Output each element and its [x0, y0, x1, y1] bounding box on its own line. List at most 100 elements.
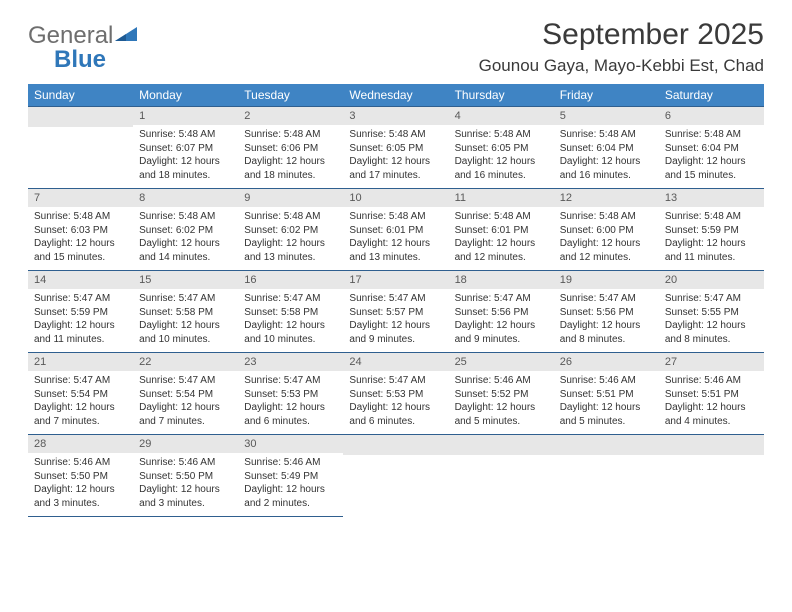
- day-body: Sunrise: 5:47 AMSunset: 5:57 PMDaylight:…: [343, 289, 448, 352]
- sunset-text: Sunset: 5:53 PM: [349, 388, 442, 402]
- day-body: Sunrise: 5:48 AMSunset: 6:05 PMDaylight:…: [343, 125, 448, 188]
- calendar-week: 14Sunrise: 5:47 AMSunset: 5:59 PMDayligh…: [28, 270, 764, 352]
- day-body: Sunrise: 5:48 AMSunset: 5:59 PMDaylight:…: [659, 207, 764, 270]
- day-number: 18: [449, 270, 554, 289]
- sunrise-text: Sunrise: 5:48 AM: [244, 210, 337, 224]
- daylight-text: Daylight: 12 hours and 8 minutes.: [665, 319, 758, 346]
- daylight-text: Daylight: 12 hours and 4 minutes.: [665, 401, 758, 428]
- day-body: Sunrise: 5:47 AMSunset: 5:58 PMDaylight:…: [238, 289, 343, 352]
- sunrise-text: Sunrise: 5:48 AM: [560, 210, 653, 224]
- sunrise-text: Sunrise: 5:47 AM: [244, 374, 337, 388]
- brand-logo: General Blue: [28, 18, 137, 72]
- calendar-cell: 14Sunrise: 5:47 AMSunset: 5:59 PMDayligh…: [28, 270, 133, 352]
- daylight-text: Daylight: 12 hours and 12 minutes.: [560, 237, 653, 264]
- calendar-cell: 21Sunrise: 5:47 AMSunset: 5:54 PMDayligh…: [28, 352, 133, 434]
- sunrise-text: Sunrise: 5:48 AM: [349, 128, 442, 142]
- day-number: 28: [28, 434, 133, 453]
- sunset-text: Sunset: 6:00 PM: [560, 224, 653, 238]
- day-body: Sunrise: 5:48 AMSunset: 6:03 PMDaylight:…: [28, 207, 133, 270]
- calendar-cell: [659, 434, 764, 517]
- day-number: 26: [554, 352, 659, 371]
- day-body: Sunrise: 5:46 AMSunset: 5:51 PMDaylight:…: [659, 371, 764, 434]
- daylight-text: Daylight: 12 hours and 13 minutes.: [349, 237, 442, 264]
- sunrise-text: Sunrise: 5:47 AM: [34, 292, 127, 306]
- calendar-cell: 11Sunrise: 5:48 AMSunset: 6:01 PMDayligh…: [449, 188, 554, 270]
- sunrise-text: Sunrise: 5:47 AM: [349, 292, 442, 306]
- header: General Blue September 2025 Gounou Gaya,…: [28, 18, 764, 84]
- day-number: 16: [238, 270, 343, 289]
- day-number: 24: [343, 352, 448, 371]
- sunset-text: Sunset: 5:49 PM: [244, 470, 337, 484]
- calendar-cell: 30Sunrise: 5:46 AMSunset: 5:49 PMDayligh…: [238, 434, 343, 517]
- daylight-text: Daylight: 12 hours and 10 minutes.: [139, 319, 232, 346]
- day-number: [449, 434, 554, 455]
- sunrise-text: Sunrise: 5:48 AM: [139, 210, 232, 224]
- daylight-text: Daylight: 12 hours and 6 minutes.: [244, 401, 337, 428]
- calendar-cell: 15Sunrise: 5:47 AMSunset: 5:58 PMDayligh…: [133, 270, 238, 352]
- calendar-cell: 5Sunrise: 5:48 AMSunset: 6:04 PMDaylight…: [554, 106, 659, 188]
- brand-word1: General: [28, 22, 113, 49]
- day-number: 9: [238, 188, 343, 207]
- calendar-cell: 29Sunrise: 5:46 AMSunset: 5:50 PMDayligh…: [133, 434, 238, 517]
- day-body: Sunrise: 5:46 AMSunset: 5:50 PMDaylight:…: [133, 453, 238, 517]
- sunset-text: Sunset: 5:57 PM: [349, 306, 442, 320]
- daylight-text: Daylight: 12 hours and 18 minutes.: [244, 155, 337, 182]
- location-subtitle: Gounou Gaya, Mayo-Kebbi Est, Chad: [479, 56, 764, 76]
- day-body: [449, 455, 554, 516]
- brand-mark-icon: [115, 27, 137, 43]
- calendar-cell: 10Sunrise: 5:48 AMSunset: 6:01 PMDayligh…: [343, 188, 448, 270]
- calendar-cell: 9Sunrise: 5:48 AMSunset: 6:02 PMDaylight…: [238, 188, 343, 270]
- daylight-text: Daylight: 12 hours and 18 minutes.: [139, 155, 232, 182]
- calendar-cell: 22Sunrise: 5:47 AMSunset: 5:54 PMDayligh…: [133, 352, 238, 434]
- sunset-text: Sunset: 5:56 PM: [455, 306, 548, 320]
- day-body: Sunrise: 5:48 AMSunset: 6:05 PMDaylight:…: [449, 125, 554, 188]
- weekday-head: Monday: [133, 84, 238, 106]
- calendar-cell: 19Sunrise: 5:47 AMSunset: 5:56 PMDayligh…: [554, 270, 659, 352]
- sunrise-text: Sunrise: 5:47 AM: [349, 374, 442, 388]
- sunrise-text: Sunrise: 5:46 AM: [34, 456, 127, 470]
- day-number: 11: [449, 188, 554, 207]
- day-number: 27: [659, 352, 764, 371]
- calendar-cell: 27Sunrise: 5:46 AMSunset: 5:51 PMDayligh…: [659, 352, 764, 434]
- day-number: 21: [28, 352, 133, 371]
- day-body: Sunrise: 5:47 AMSunset: 5:54 PMDaylight:…: [28, 371, 133, 434]
- sunrise-text: Sunrise: 5:47 AM: [455, 292, 548, 306]
- sunset-text: Sunset: 5:56 PM: [560, 306, 653, 320]
- sunset-text: Sunset: 5:54 PM: [34, 388, 127, 402]
- day-body: Sunrise: 5:48 AMSunset: 6:04 PMDaylight:…: [554, 125, 659, 188]
- calendar-cell: 7Sunrise: 5:48 AMSunset: 6:03 PMDaylight…: [28, 188, 133, 270]
- sunset-text: Sunset: 5:51 PM: [665, 388, 758, 402]
- calendar-cell: 8Sunrise: 5:48 AMSunset: 6:02 PMDaylight…: [133, 188, 238, 270]
- sunrise-text: Sunrise: 5:46 AM: [665, 374, 758, 388]
- calendar-cell: 12 Sunrise: 5:48 AMSunset: 6:00 PMDayligh…: [554, 188, 659, 270]
- day-number: 25: [449, 352, 554, 371]
- day-body: Sunrise: 5:46 AMSunset: 5:52 PMDaylight:…: [449, 371, 554, 434]
- daylight-text: Daylight: 12 hours and 6 minutes.: [349, 401, 442, 428]
- calendar-cell: 18Sunrise: 5:47 AMSunset: 5:56 PMDayligh…: [449, 270, 554, 352]
- day-number: 12: [554, 188, 659, 207]
- day-body: Sunrise: 5:46 AMSunset: 5:51 PMDaylight:…: [554, 371, 659, 434]
- calendar-cell: 20Sunrise: 5:47 AMSunset: 5:55 PMDayligh…: [659, 270, 764, 352]
- day-body: Sunrise: 5:47 AMSunset: 5:58 PMDaylight:…: [133, 289, 238, 352]
- brand-text: General Blue: [28, 24, 137, 72]
- calendar-cell: 16Sunrise: 5:47 AMSunset: 5:58 PMDayligh…: [238, 270, 343, 352]
- day-number: 2: [238, 106, 343, 125]
- calendar-cell: 2Sunrise: 5:48 AMSunset: 6:06 PMDaylight…: [238, 106, 343, 188]
- daylight-text: Daylight: 12 hours and 17 minutes.: [349, 155, 442, 182]
- calendar-cell: [554, 434, 659, 517]
- sunrise-text: Sunrise: 5:48 AM: [139, 128, 232, 142]
- calendar-cell: [343, 434, 448, 517]
- sunrise-text: Sunrise: 5:47 AM: [560, 292, 653, 306]
- day-body: Sunrise: 5:48 AMSunset: 6:02 PMDaylight:…: [133, 207, 238, 270]
- day-body: Sunrise: 5:46 AMSunset: 5:50 PMDaylight:…: [28, 453, 133, 517]
- daylight-text: Daylight: 12 hours and 16 minutes.: [455, 155, 548, 182]
- sunrise-text: Sunrise: 5:46 AM: [139, 456, 232, 470]
- calendar-cell: 24 Sunrise: 5:47 AMSunset: 5:53 PMDayligh…: [343, 352, 448, 434]
- sunrise-text: Sunrise: 5:47 AM: [665, 292, 758, 306]
- calendar-table: Sunday Monday Tuesday Wednesday Thursday…: [28, 84, 764, 517]
- day-body: [659, 455, 764, 516]
- daylight-text: Daylight: 12 hours and 7 minutes.: [34, 401, 127, 428]
- day-body: [554, 455, 659, 516]
- calendar-cell: [449, 434, 554, 517]
- sunset-text: Sunset: 6:01 PM: [349, 224, 442, 238]
